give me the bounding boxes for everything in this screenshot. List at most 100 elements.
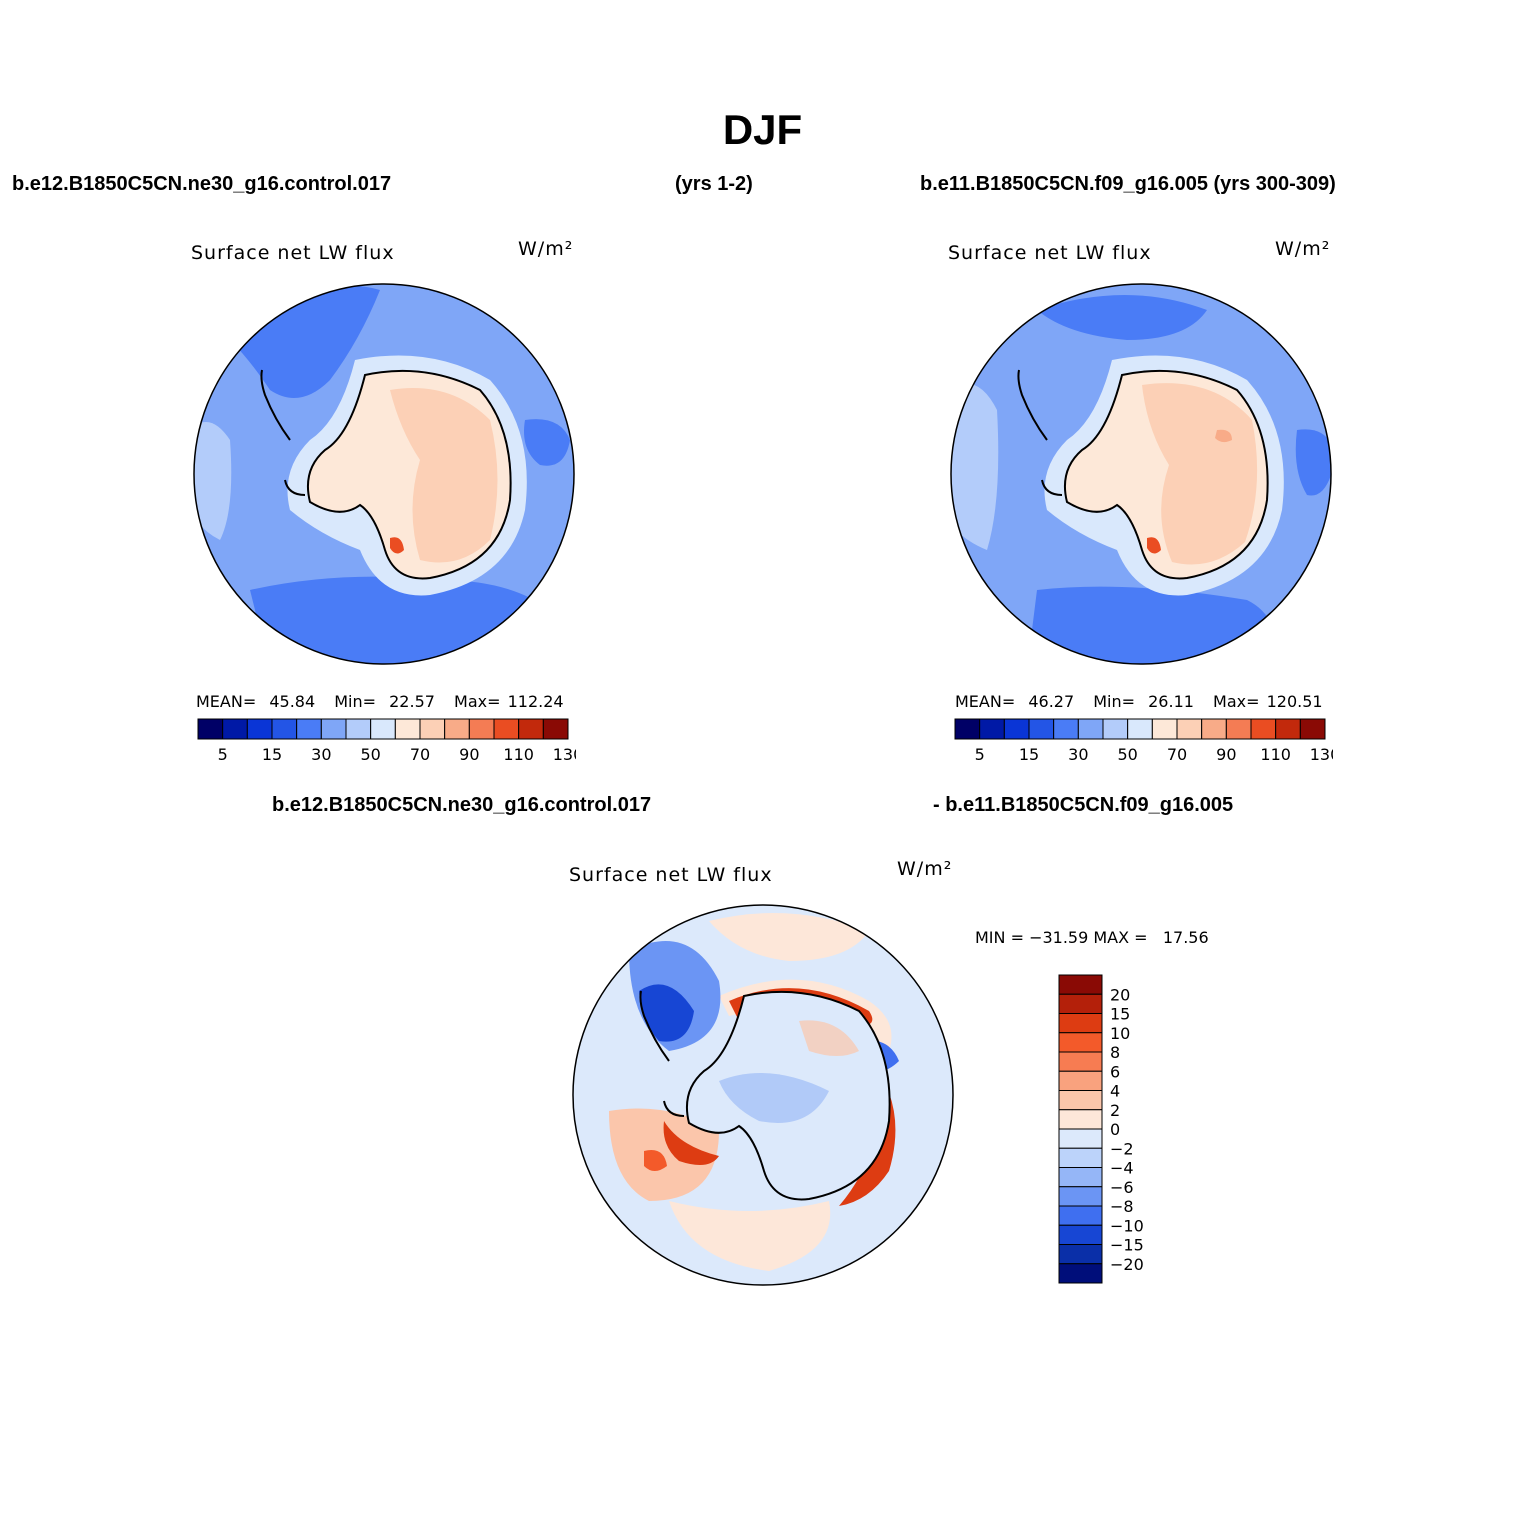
colorbar-tick-label: 5 bbox=[975, 745, 985, 764]
panel2-mean-label: MEAN= bbox=[955, 692, 1016, 711]
diff-case-left: b.e12.B1850C5CN.ne30_g16.control.017 bbox=[272, 794, 652, 816]
panel3-interior-warm bbox=[799, 1020, 859, 1056]
header-case-left: b.e12.B1850C5CN.ne30_g16.control.017 bbox=[12, 173, 392, 195]
diff-colorbar-label: −6 bbox=[1110, 1178, 1134, 1197]
colorbar-swatch bbox=[222, 718, 248, 740]
panel3-warm-s bbox=[669, 1201, 831, 1271]
diff-colorbar-swatch bbox=[1058, 1032, 1103, 1053]
diff-colorbar-swatch bbox=[1058, 1013, 1103, 1034]
panel3-warm-north bbox=[709, 913, 869, 961]
panel1-border bbox=[193, 283, 575, 665]
diff-colorbar-swatch bbox=[1058, 1263, 1103, 1284]
diff-colorbar-label: 20 bbox=[1110, 985, 1130, 1004]
colorbar-swatch bbox=[370, 718, 396, 740]
panel2-max-value: 120.51 bbox=[1266, 692, 1323, 711]
colorbar-swatch bbox=[1102, 718, 1129, 740]
panel2-variable-title: Surface net LW flux bbox=[948, 242, 1152, 264]
colorbar-tick-label: 130 bbox=[1310, 745, 1333, 764]
diff-colorbar-label: 2 bbox=[1110, 1101, 1120, 1120]
panel2-min-label: Min= bbox=[1093, 692, 1136, 711]
colorbar-swatch bbox=[296, 718, 322, 740]
panel2-stats: MEAN= 46.27 Min= 26.11 Max= 120.51 bbox=[955, 692, 1323, 711]
diff-colorbar-swatch bbox=[1058, 974, 1103, 995]
panel1-min-label: Min= bbox=[334, 692, 377, 711]
panel1-max-value: 112.24 bbox=[507, 692, 564, 711]
panel1-units: W/m² bbox=[518, 238, 574, 260]
panel1-warm-spot bbox=[390, 537, 404, 554]
colorbar-swatch bbox=[542, 718, 569, 740]
colorbar-swatch bbox=[1077, 718, 1104, 740]
colorbar-swatch bbox=[1275, 718, 1301, 740]
colorbar-tick-label: 110 bbox=[503, 745, 534, 764]
panel3-warm-sw bbox=[609, 1108, 719, 1201]
panel1-mean-label: MEAN= bbox=[196, 692, 257, 711]
colorbar-swatch bbox=[419, 718, 446, 740]
diff-colorbar-label: 8 bbox=[1110, 1043, 1120, 1062]
panel1-map bbox=[193, 283, 575, 665]
panel1-warm-interior bbox=[390, 388, 498, 563]
panel3-warm-ring-w bbox=[663, 1121, 719, 1165]
colorbar-tick-label: 50 bbox=[360, 745, 380, 764]
panel1-colorbar: 5 15 30 50 70 90 110 130 bbox=[197, 718, 576, 764]
colorbar-swatch bbox=[493, 718, 520, 740]
panel1-min-value: 22.57 bbox=[389, 692, 435, 711]
colorbar-tick-label: 130 bbox=[553, 745, 576, 764]
colorbar-tick-label: 30 bbox=[311, 745, 331, 764]
diff-colorbar-swatch bbox=[1058, 1244, 1103, 1265]
diff-colorbar-swatch bbox=[1058, 993, 1103, 1014]
diff-colorbar-label: −4 bbox=[1110, 1159, 1134, 1178]
panel3-variable-title: Surface net LW flux bbox=[569, 864, 773, 886]
colorbar-swatch bbox=[197, 718, 224, 740]
diff-colorbar-swatch bbox=[1058, 1128, 1103, 1149]
panel2-mean-value: 46.27 bbox=[1028, 692, 1075, 711]
panel2-dark-water-n bbox=[1037, 295, 1207, 340]
panel2-max-label: Max= bbox=[1213, 692, 1260, 711]
diff-case-right: - b.e11.B1850C5CN.f09_g16.005 bbox=[933, 794, 1234, 816]
colorbar-swatch bbox=[1250, 718, 1277, 740]
diff-colorbar-label: −10 bbox=[1110, 1216, 1144, 1235]
diff-colorbar-label: 0 bbox=[1110, 1120, 1120, 1139]
colorbar-swatch bbox=[979, 718, 1005, 740]
diff-colorbar-label: −2 bbox=[1110, 1139, 1134, 1158]
colorbar-tick-label: 70 bbox=[1167, 745, 1187, 764]
diff-colorbar-label: 6 bbox=[1110, 1062, 1120, 1081]
colorbar-tick-label: 5 bbox=[218, 745, 228, 764]
colorbar-swatch bbox=[954, 718, 981, 740]
diff-colorbar-swatch bbox=[1058, 1224, 1103, 1245]
panel2-colorbar: 5 15 30 50 70 90 110 130 bbox=[954, 718, 1333, 764]
panel2-units: W/m² bbox=[1275, 238, 1331, 260]
panel3-map bbox=[572, 904, 954, 1286]
panel3-peninsula bbox=[639, 990, 685, 1117]
panel2-warm-spot bbox=[1147, 537, 1161, 554]
diff-colorbar-label: 4 bbox=[1110, 1082, 1120, 1101]
diff-colorbar-label: −8 bbox=[1110, 1197, 1134, 1216]
diff-colorbar-swatch bbox=[1058, 1147, 1103, 1168]
colorbar-swatch bbox=[1201, 718, 1227, 740]
colorbar-swatch bbox=[1299, 718, 1326, 740]
colorbar-swatch bbox=[1176, 718, 1203, 740]
diff-colorbar-swatch bbox=[1058, 1070, 1103, 1091]
panel1-variable-title: Surface net LW flux bbox=[191, 242, 395, 264]
panel2-warm-spot-ne bbox=[1215, 429, 1232, 443]
colorbar-swatch bbox=[444, 718, 470, 740]
diff-colorbar-swatch bbox=[1058, 1205, 1103, 1226]
panel2-warm-interior bbox=[1142, 383, 1258, 565]
panel2-dark-water-e bbox=[1295, 429, 1331, 496]
panel1-max-label: Max= bbox=[454, 692, 501, 711]
colorbar-swatch bbox=[1003, 718, 1030, 740]
diff-colorbar-swatch bbox=[1058, 1109, 1103, 1130]
colorbar-tick-label: 15 bbox=[1019, 745, 1039, 764]
diff-colorbar-label: 15 bbox=[1110, 1005, 1130, 1024]
panel3-interior-noise bbox=[719, 1073, 829, 1123]
diff-colorbar-swatch bbox=[1058, 1051, 1103, 1072]
header-case-right: b.e11.B1850C5CN.f09_g16.005 (yrs 300-309… bbox=[920, 173, 1336, 195]
panel1-dark-water-e bbox=[524, 419, 570, 466]
colorbar-swatch bbox=[1053, 718, 1079, 740]
panel2-peninsula bbox=[1017, 369, 1063, 496]
colorbar-swatch bbox=[1028, 718, 1055, 740]
colorbar-tick-label: 50 bbox=[1117, 745, 1137, 764]
colorbar-swatch bbox=[518, 718, 544, 740]
panel3-border bbox=[572, 904, 954, 1286]
panel1-mean-value: 45.84 bbox=[269, 692, 316, 711]
